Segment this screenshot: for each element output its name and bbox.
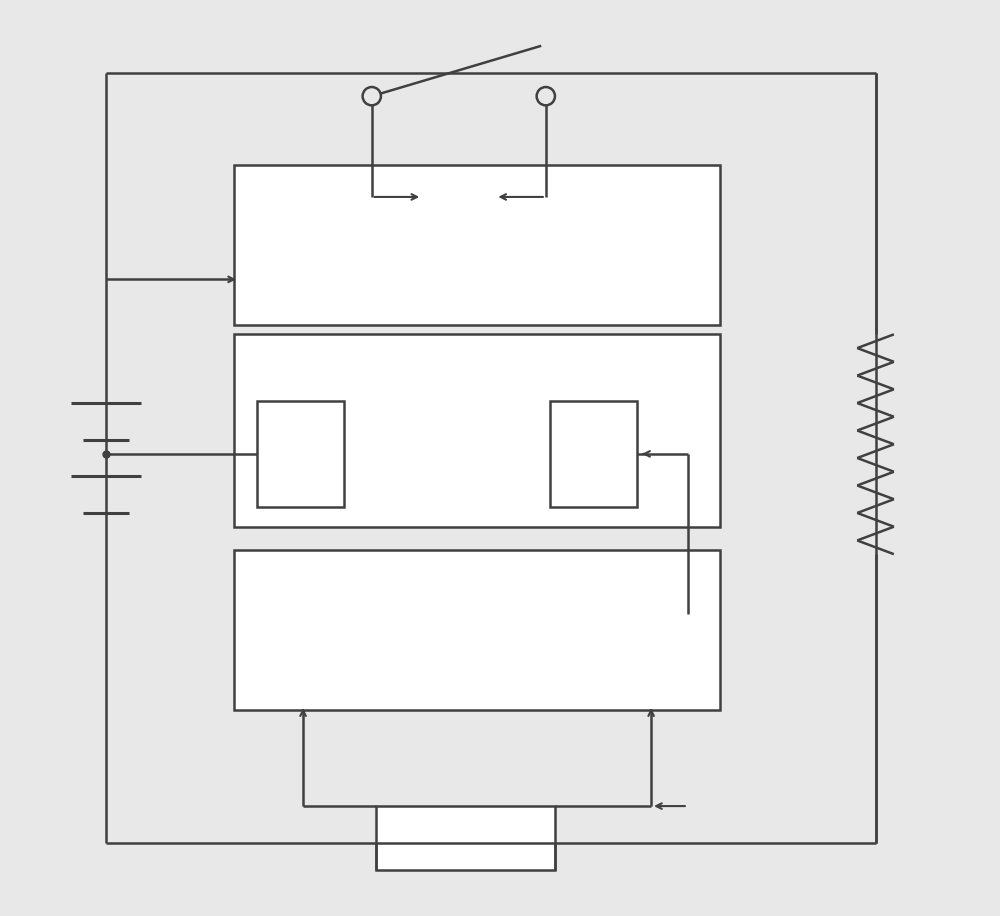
- Bar: [234, 165, 720, 325]
- Bar: [376, 806, 555, 870]
- Bar: [257, 401, 344, 507]
- Bar: [550, 401, 637, 507]
- Bar: [234, 334, 720, 527]
- Bar: [234, 550, 720, 710]
